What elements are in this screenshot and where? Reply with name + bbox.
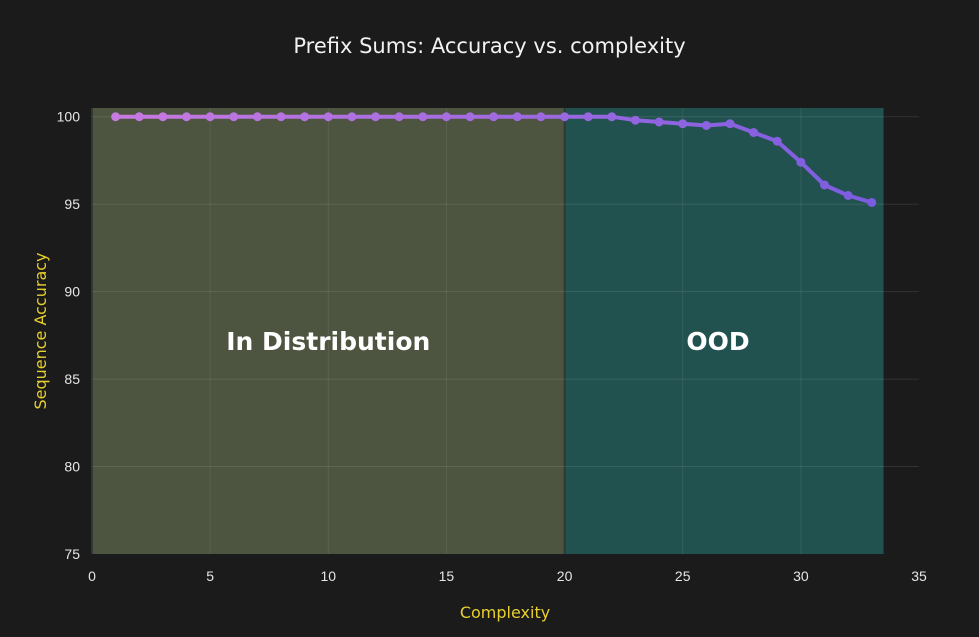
- data-point-30: [819, 180, 829, 190]
- x-tick-label-2: 10: [320, 568, 336, 584]
- data-point-2: [158, 112, 168, 122]
- region-0: [92, 108, 565, 554]
- data-point-31: [843, 190, 853, 200]
- data-point-15: [465, 112, 475, 122]
- data-point-22: [630, 115, 640, 125]
- data-point-18: [536, 112, 546, 122]
- y-tick-label-4: 95: [64, 196, 80, 212]
- data-point-5: [229, 112, 239, 122]
- data-point-4: [205, 112, 215, 122]
- data-point-11: [371, 112, 381, 122]
- region-1: [564, 108, 884, 554]
- x-tick-label-6: 30: [793, 568, 809, 584]
- series-layer: [111, 112, 877, 207]
- data-point-28: [772, 136, 782, 146]
- data-point-27: [749, 127, 759, 137]
- data-point-20: [583, 112, 593, 122]
- data-point-3: [182, 112, 192, 122]
- data-point-25: [701, 120, 711, 130]
- regions-layer: [91, 108, 884, 554]
- data-point-21: [607, 112, 617, 122]
- data-point-13: [418, 112, 428, 122]
- ticks-layer: 0 5 10 15 20 25 30 35 75 80 85 90 95 100: [57, 109, 927, 584]
- data-point-1: [134, 112, 144, 122]
- x-tick-label-4: 20: [557, 568, 573, 584]
- data-point-16: [489, 112, 499, 122]
- data-point-14: [441, 112, 451, 122]
- data-point-32: [867, 197, 877, 207]
- data-point-26: [725, 119, 735, 129]
- x-tick-label-5: 25: [675, 568, 691, 584]
- data-point-0: [111, 112, 121, 122]
- chart-title: Prefix Sums: Accuracy vs. complexity: [293, 34, 685, 58]
- y-tick-label-1: 80: [64, 459, 80, 475]
- region-label-0: In Distribution: [226, 327, 430, 356]
- data-point-10: [347, 112, 357, 122]
- x-tick-label-7: 35: [911, 568, 927, 584]
- x-tick-label-3: 15: [439, 568, 455, 584]
- data-point-17: [512, 112, 522, 122]
- data-point-7: [276, 112, 286, 122]
- data-point-19: [560, 112, 570, 122]
- data-point-12: [394, 112, 404, 122]
- data-point-9: [323, 112, 333, 122]
- data-point-24: [678, 119, 688, 129]
- y-tick-label-3: 90: [64, 284, 80, 300]
- x-axis-title: Complexity: [460, 603, 550, 622]
- y-axis-title: Sequence Accuracy: [31, 252, 50, 409]
- y-tick-label-0: 75: [64, 546, 80, 562]
- data-point-6: [252, 112, 262, 122]
- x-tick-label-0: 0: [88, 568, 96, 584]
- region-label-1: OOD: [686, 327, 749, 356]
- data-point-23: [654, 117, 664, 127]
- data-point-29: [796, 157, 806, 167]
- data-point-8: [300, 112, 310, 122]
- y-tick-label-2: 85: [64, 371, 80, 387]
- x-tick-label-1: 5: [206, 568, 214, 584]
- y-tick-label-5: 100: [57, 109, 81, 125]
